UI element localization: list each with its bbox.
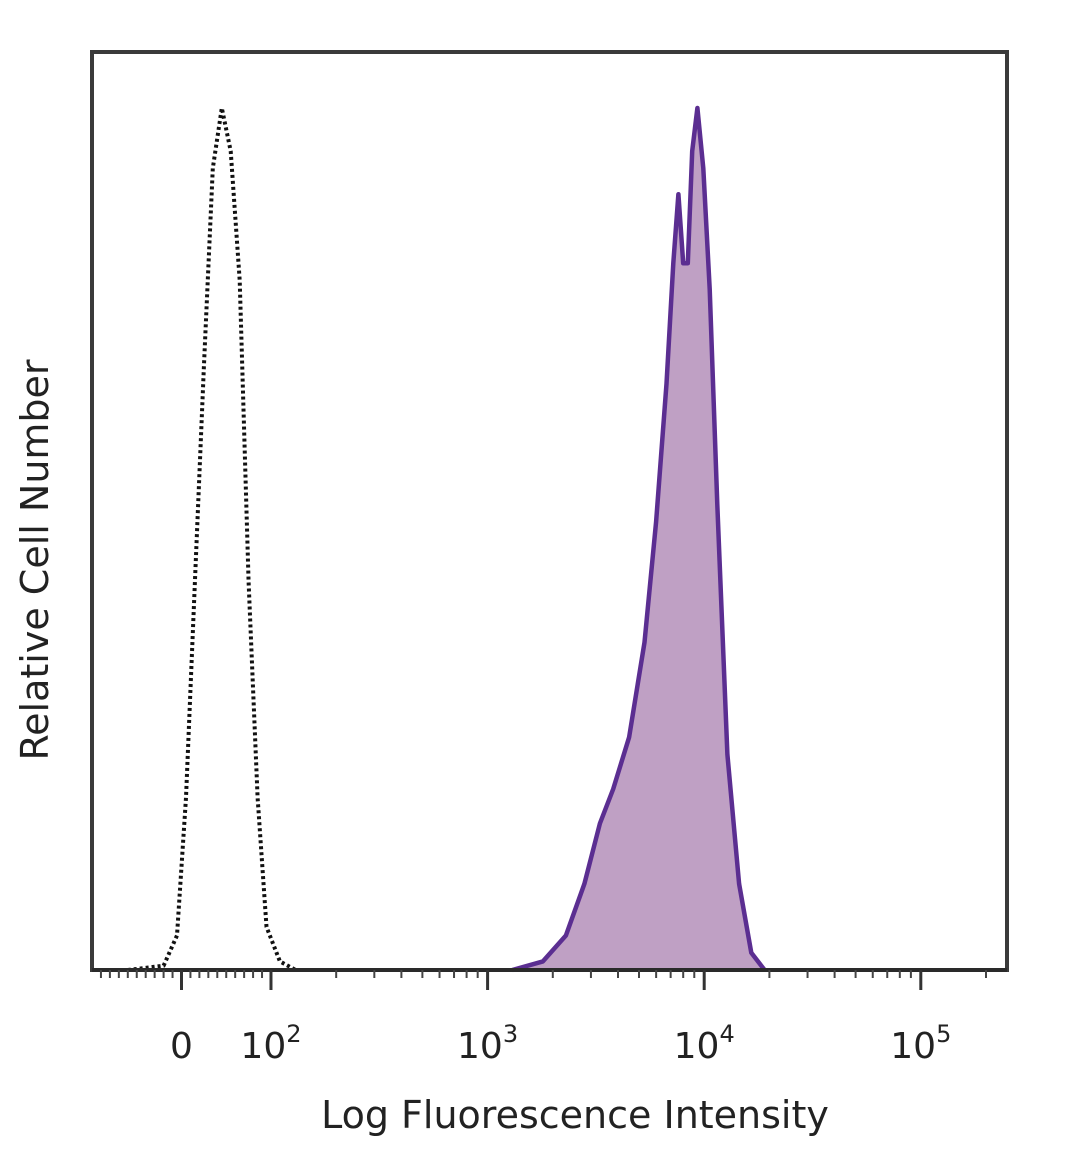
y-axis-title: Relative Cell Number <box>13 359 57 760</box>
series-control-line <box>127 106 297 972</box>
plot-frame <box>90 50 1009 972</box>
series-stained-line <box>511 105 767 973</box>
series-stained-fill <box>512 108 765 970</box>
x-tick-label: 102 <box>240 1020 301 1067</box>
x-tick-label: 103 <box>457 1020 518 1067</box>
x-axis-tick-labels: 0 102 103 104 105 <box>170 1020 951 1067</box>
x-tick-label: 104 <box>674 1020 735 1067</box>
x-axis-title: Log Fluorescence Intensity <box>321 1093 829 1137</box>
x-tick-label: 0 <box>170 1026 193 1067</box>
x-tick-label: 105 <box>890 1020 951 1067</box>
x-axis-ticks <box>99 970 988 990</box>
